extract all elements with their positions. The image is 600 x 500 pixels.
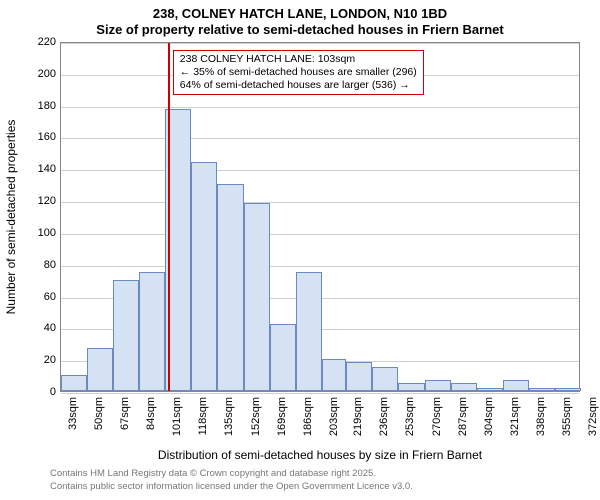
x-tick-label: 203sqm [327,397,341,447]
y-tick-label: 100 [16,227,56,239]
histogram-figure: 238, COLNEY HATCH LANE, LONDON, N10 1BD … [0,0,600,500]
histogram-bar [346,362,372,391]
x-tick-label: 50sqm [92,397,106,447]
y-tick-label: 60 [16,291,56,303]
histogram-bar [398,383,424,391]
histogram-bar [503,380,529,391]
histogram-bar [477,388,503,391]
annotation-line: 238 COLNEY HATCH LANE: 103sqm [180,53,417,66]
histogram-bar [87,348,113,391]
credits-line1: Contains HM Land Registry data © Crown c… [50,468,376,479]
x-tick-label: 355sqm [560,397,574,447]
histogram-bar [217,184,243,391]
x-tick-label: 321sqm [508,397,522,447]
y-tick-label: 20 [16,354,56,366]
y-tick-label: 200 [16,68,56,80]
x-tick-label: 219sqm [351,397,365,447]
histogram-bar [425,380,451,391]
gridline [61,107,579,108]
y-tick-label: 120 [16,195,56,207]
x-tick-label: 84sqm [144,397,158,447]
x-tick-label: 135sqm [222,397,236,447]
gridline [61,202,579,203]
y-tick-label: 220 [16,36,56,48]
y-tick-label: 180 [16,100,56,112]
histogram-bar [451,383,477,391]
histogram-bar [61,375,87,391]
histogram-bar [372,367,398,391]
histogram-bar [113,280,139,391]
histogram-bar [322,359,347,391]
gridline [61,138,579,139]
x-tick-label: 304sqm [482,397,496,447]
gridline [61,43,579,44]
x-tick-label: 118sqm [196,397,210,447]
credits-line2: Contains public sector information licen… [50,481,413,492]
x-tick-label: 169sqm [275,397,289,447]
histogram-bar [296,272,322,391]
y-tick-label: 0 [16,386,56,398]
x-tick-label: 152sqm [249,397,263,447]
chart-title-line2: Size of property relative to semi-detach… [0,22,600,37]
x-tick-label: 338sqm [534,397,548,447]
x-tick-label: 67sqm [118,397,132,447]
histogram-bar [191,162,217,391]
histogram-bar [529,388,555,391]
x-tick-label: 236sqm [377,397,391,447]
x-tick-label: 287sqm [456,397,470,447]
annotation-line: 64% of semi-detached houses are larger (… [180,79,417,92]
y-tick-label: 140 [16,163,56,175]
x-tick-label: 372sqm [586,397,600,447]
gridline [61,393,579,394]
annotation-box: 238 COLNEY HATCH LANE: 103sqm← 35% of se… [173,50,424,95]
histogram-bar [555,388,581,391]
gridline [61,234,579,235]
annotation-line: ← 35% of semi-detached houses are smalle… [180,66,417,79]
plot-area: 238 COLNEY HATCH LANE: 103sqm← 35% of se… [60,42,580,392]
marker-line [168,43,170,391]
histogram-bar [270,324,296,391]
x-tick-label: 253sqm [403,397,417,447]
y-tick-label: 160 [16,131,56,143]
histogram-bar [244,203,270,391]
y-tick-label: 80 [16,259,56,271]
chart-title-line1: 238, COLNEY HATCH LANE, LONDON, N10 1BD [0,6,600,21]
gridline [61,170,579,171]
x-tick-label: 186sqm [301,397,315,447]
x-tick-label: 270sqm [430,397,444,447]
y-tick-label: 40 [16,322,56,334]
x-axis-label: Distribution of semi-detached houses by … [60,448,580,462]
gridline [61,266,579,267]
y-axis-label: Number of semi-detached properties [4,42,18,392]
histogram-bar [139,272,165,391]
x-tick-label: 33sqm [66,397,80,447]
x-tick-label: 101sqm [170,397,184,447]
